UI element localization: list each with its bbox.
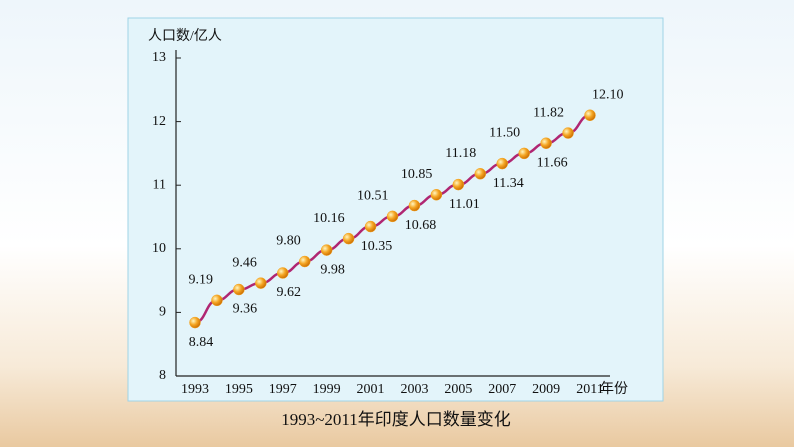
marker — [189, 316, 201, 329]
marker — [342, 232, 355, 245]
marker — [408, 199, 421, 212]
marker — [584, 109, 596, 121]
marker — [320, 244, 333, 256]
data-label: 11.34 — [493, 176, 524, 191]
data-label: 11.01 — [449, 197, 480, 212]
data-label: 10.68 — [405, 218, 437, 233]
data-label: 9.19 — [188, 273, 213, 288]
data-label: 10.35 — [361, 239, 393, 254]
marker — [386, 210, 399, 223]
y-tick-label: 8 — [159, 368, 166, 383]
x-tick-label: 2011 — [576, 382, 603, 397]
data-label: 9.80 — [276, 234, 301, 249]
y-tick-label: 11 — [153, 177, 166, 192]
data-label: 11.66 — [537, 155, 568, 170]
marker — [211, 294, 223, 307]
data-label: 9.36 — [233, 302, 258, 317]
x-tick-label: 2001 — [357, 382, 385, 397]
y-axis-label: 人口数/亿人 — [148, 28, 222, 44]
x-tick-label: 1993 — [181, 382, 209, 397]
marker — [430, 188, 443, 201]
data-label: 10.85 — [401, 167, 433, 182]
data-label: 11.18 — [445, 146, 476, 161]
marker — [277, 267, 289, 279]
marker — [540, 137, 552, 149]
data-label: 9.46 — [232, 255, 257, 270]
chart-panel — [127, 17, 664, 402]
x-tick-label: 2003 — [400, 382, 428, 397]
marker — [452, 178, 465, 191]
marker — [474, 168, 487, 180]
marker — [233, 283, 245, 296]
data-label: 8.84 — [189, 335, 214, 350]
caption: 1993~2011年印度人口数量变化 — [281, 410, 511, 429]
x-axis-label: 年份 — [600, 381, 628, 397]
x-tick-label: 2007 — [488, 382, 516, 397]
y-tick-label: 9 — [159, 305, 166, 320]
data-label: 9.62 — [277, 285, 302, 300]
data-label: 10.51 — [357, 189, 389, 204]
marker — [255, 277, 267, 289]
y-tick-label: 13 — [152, 50, 166, 65]
marker — [364, 220, 377, 233]
data-label: 11.50 — [489, 126, 520, 141]
x-tick-label: 1999 — [313, 382, 341, 397]
y-tick-label: 12 — [152, 114, 166, 129]
marker — [562, 127, 574, 139]
y-tick-label: 10 — [152, 241, 166, 256]
marker — [518, 147, 530, 160]
x-tick-label: 2005 — [444, 382, 472, 397]
marker — [496, 157, 508, 170]
x-tick-label: 1997 — [269, 382, 297, 397]
data-label: 9.98 — [320, 262, 345, 277]
x-tick-label: 1995 — [225, 382, 253, 397]
data-label: 10.16 — [313, 211, 345, 226]
data-label: 11.82 — [533, 105, 564, 120]
data-label: 12.10 — [592, 87, 624, 102]
x-tick-label: 2009 — [532, 382, 560, 397]
marker — [298, 255, 311, 268]
